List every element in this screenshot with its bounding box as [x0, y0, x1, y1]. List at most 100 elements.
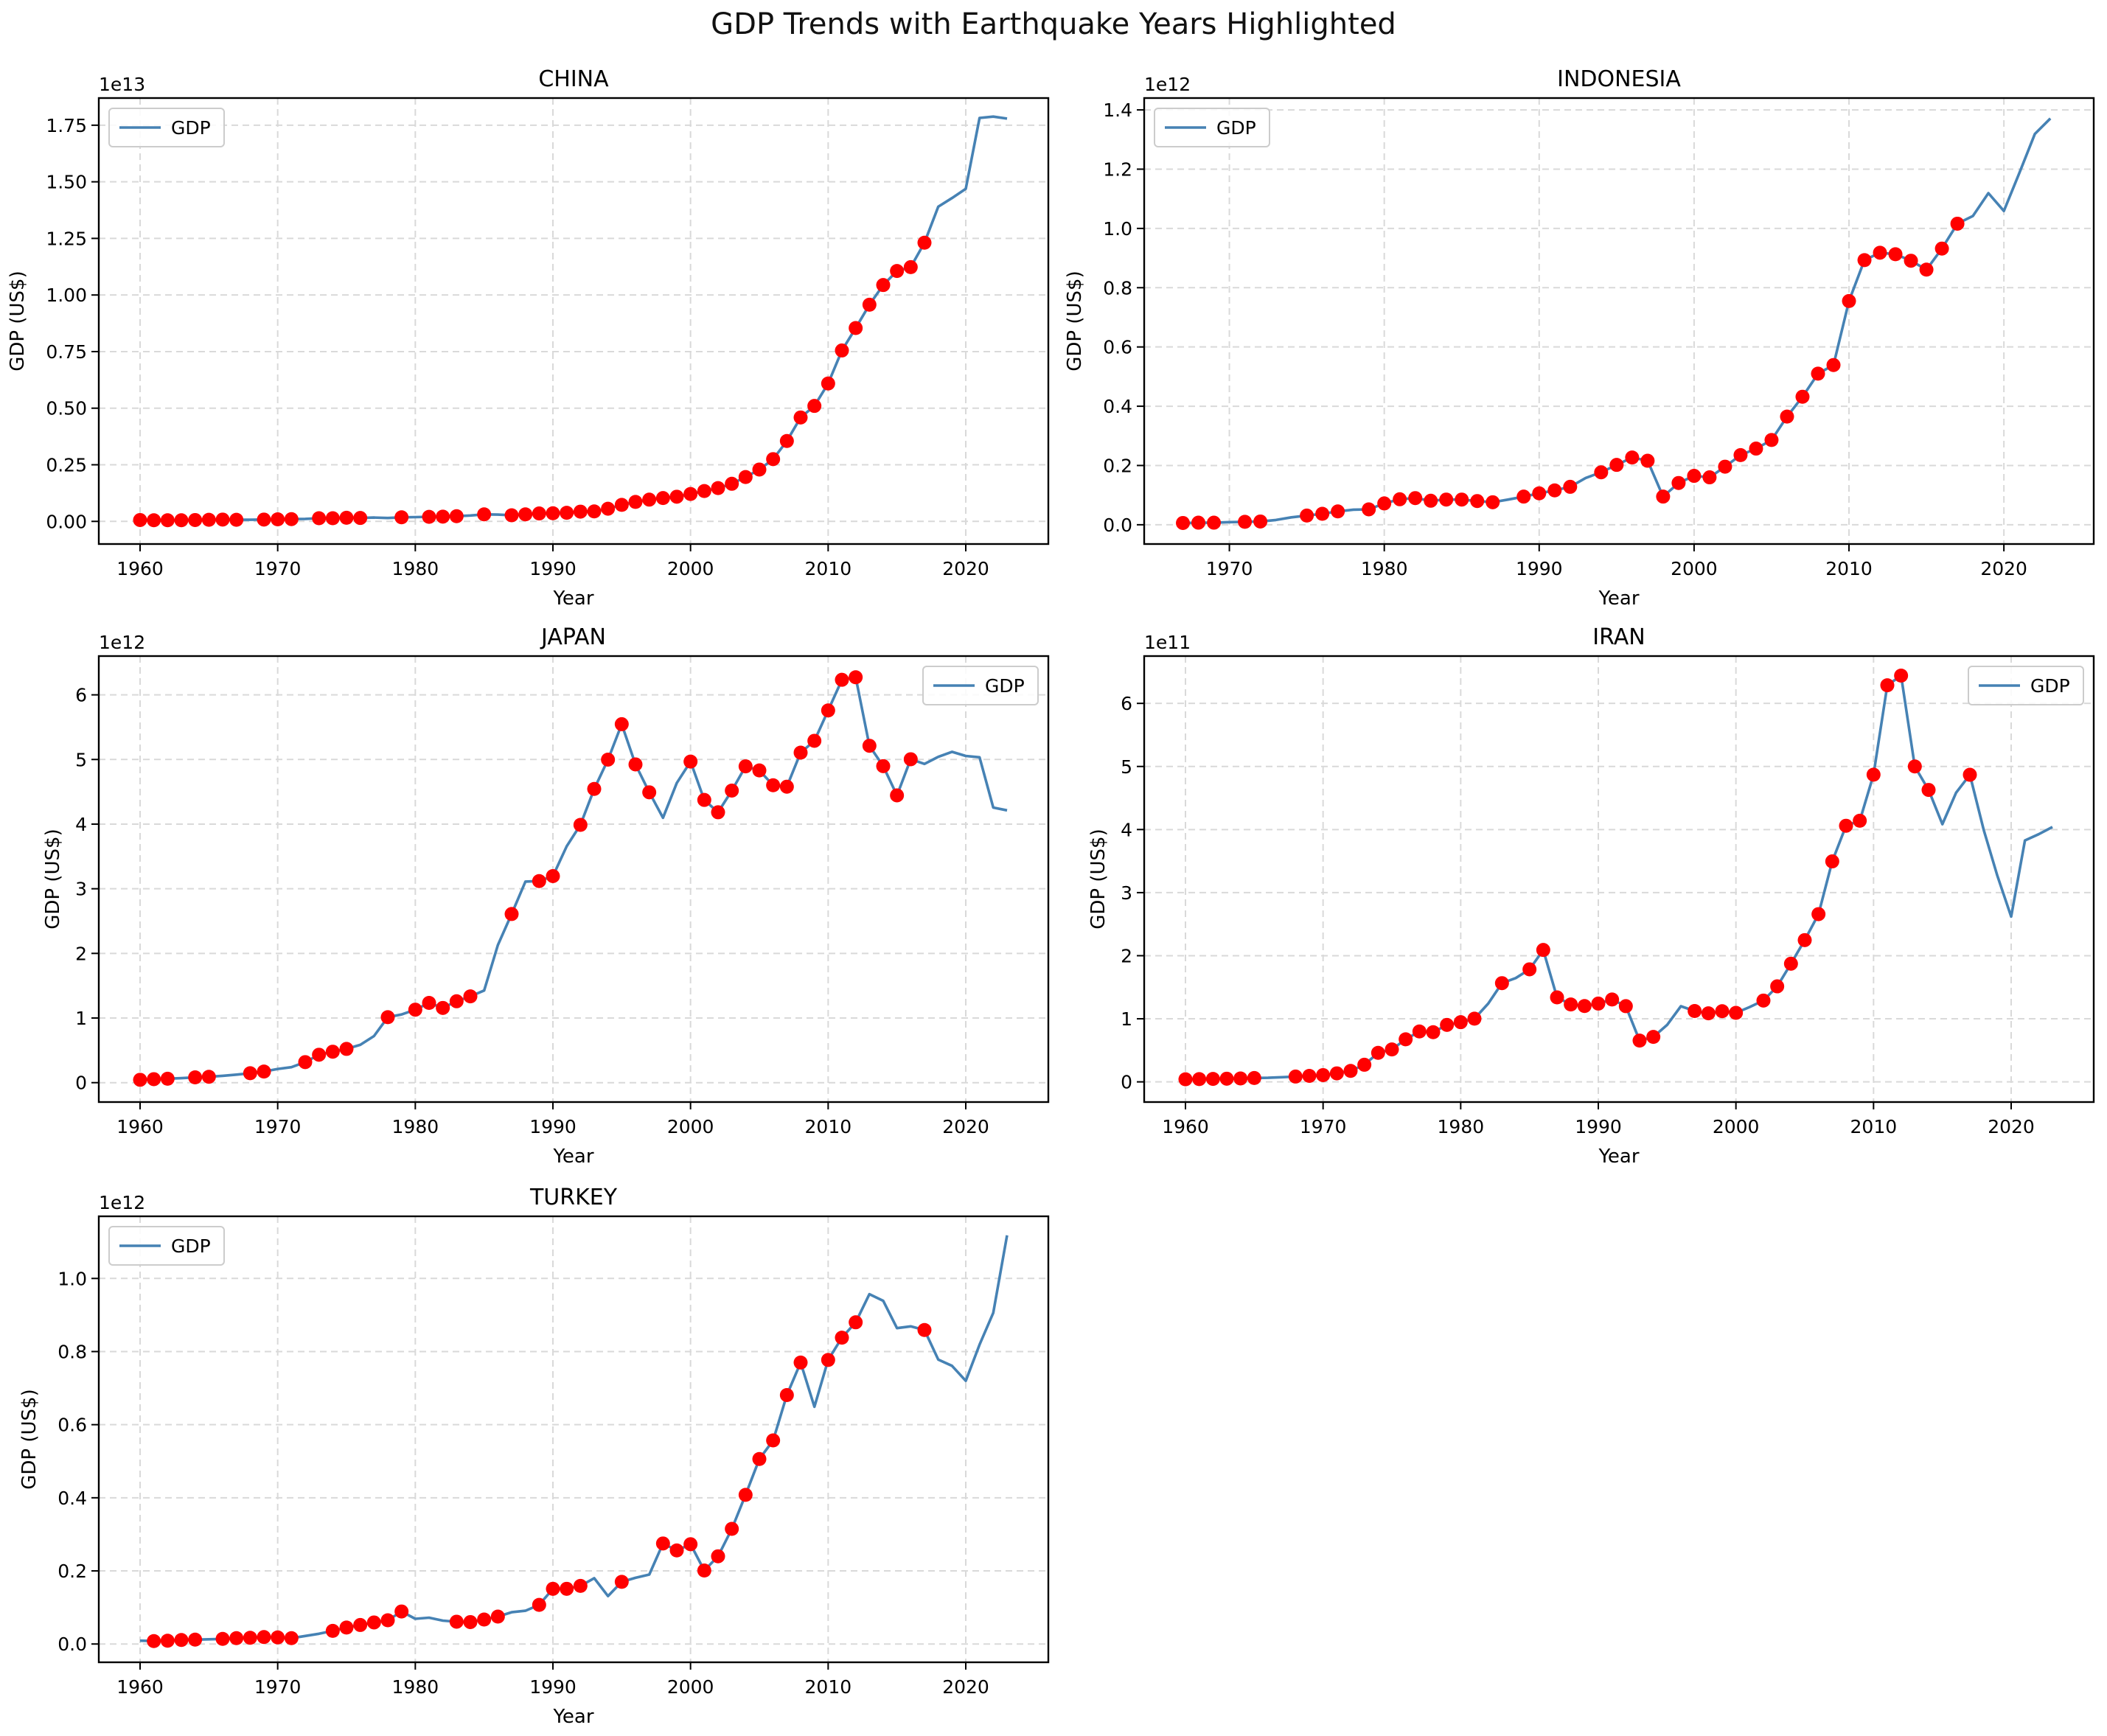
earthquake-marker [1842, 293, 1856, 308]
axes-frame [97, 1215, 1050, 1664]
earthquake-marker [1811, 907, 1826, 921]
earthquake-marker [1701, 1006, 1716, 1021]
x-tick-label: 1960 [116, 1116, 164, 1137]
x-tick-label: 1980 [392, 1116, 439, 1137]
earthquake-marker [614, 1575, 629, 1589]
earthquake-marker [1749, 442, 1763, 456]
axis-offset-label: 1e13 [99, 74, 145, 95]
earthquake-marker [876, 278, 891, 293]
earthquake-marker [655, 1536, 670, 1551]
earthquake-marker [1853, 813, 1867, 828]
earthquake-marker [1688, 1004, 1702, 1019]
earthquake-marker [532, 1597, 546, 1612]
earthquake-marker [821, 376, 835, 391]
subplot-title: CHINA [538, 66, 609, 92]
axes-frame [1143, 97, 2095, 545]
earthquake-marker [1718, 459, 1732, 474]
y-tick-label: 6 [75, 685, 87, 706]
earthquake-marker [1780, 409, 1794, 424]
earthquake-marker [1934, 241, 1949, 256]
y-tick-label: 0.8 [1103, 277, 1132, 299]
earthquake-marker [229, 512, 244, 527]
earthquake-marker [1577, 999, 1592, 1014]
earthquake-marker [147, 1634, 161, 1648]
legend-box [922, 666, 1039, 705]
earthquake-marker [669, 1543, 684, 1558]
earthquake-marker [711, 481, 725, 495]
earthquake-marker [1770, 979, 1785, 994]
earthquake-marker [1625, 450, 1640, 465]
earthquake-marker [257, 1630, 271, 1645]
earthquake-marker [683, 1537, 698, 1552]
earthquake-marker [835, 343, 849, 358]
y-tick-label: 0 [1121, 1072, 1132, 1093]
y-tick-label: 4 [75, 814, 87, 835]
earthquake-marker [1563, 479, 1578, 494]
earthquake-marker [284, 512, 299, 526]
earthquake-marker [160, 513, 175, 528]
earthquake-marker [1564, 997, 1578, 1012]
earthquake-marker [807, 733, 822, 748]
x-tick-label: 2020 [1980, 558, 2027, 579]
earthquake-marker [725, 783, 739, 798]
earthquake-marker [201, 1070, 216, 1084]
earthquake-marker [449, 1614, 464, 1629]
x-tick-label: 1990 [529, 1116, 577, 1137]
axes-frame [1143, 655, 2095, 1104]
y-tick-label: 3 [75, 879, 87, 900]
earthquake-marker [1894, 669, 1909, 683]
x-tick-label: 1970 [1300, 1116, 1347, 1137]
earthquake-marker [849, 1315, 863, 1330]
x-tick-label: 2020 [1988, 1116, 2035, 1137]
earthquake-marker [1733, 447, 1748, 462]
x-tick-label: 1980 [1361, 558, 1408, 579]
y-tick-label: 6 [1121, 693, 1132, 714]
y-axis-label: GDP (US$) [18, 1389, 41, 1489]
y-tick-label: 0.0 [58, 1634, 87, 1655]
earthquake-marker [614, 498, 629, 512]
earthquake-marker [215, 512, 230, 527]
y-tick-label: 2 [75, 943, 87, 964]
earthquake-marker [560, 506, 574, 520]
earthquake-marker [1399, 1032, 1413, 1047]
earthquake-marker [1547, 483, 1562, 498]
earthquake-marker [560, 1581, 574, 1596]
earthquake-marker [1486, 495, 1500, 509]
x-axis-label: Year [1598, 1146, 1639, 1168]
x-tick-label: 2010 [805, 1676, 852, 1698]
earthquake-marker [1715, 1004, 1730, 1019]
axes-frame [97, 655, 1050, 1104]
earthquake-marker [160, 1634, 175, 1648]
earthquake-marker [1795, 389, 1810, 404]
earthquake-marker [1315, 506, 1330, 521]
earthquake-marker [298, 1055, 313, 1070]
earthquake-marker [408, 1003, 422, 1017]
earthquake-marker [188, 512, 203, 527]
legend-label: GDP [985, 675, 1025, 697]
subplot-title: INDONESIA [1557, 66, 1681, 92]
y-tick-label: 0.75 [46, 341, 87, 363]
earthquake-marker [147, 1072, 161, 1087]
legend-box [1154, 108, 1270, 147]
earthquake-marker [380, 1613, 395, 1628]
earthquake-marker [890, 264, 905, 279]
earthquake-marker [1426, 1025, 1441, 1039]
axis-offset-label: 1e12 [1144, 74, 1191, 95]
earthquake-marker [628, 495, 643, 509]
earthquake-marker [1331, 504, 1345, 519]
subplot-turkey: 1960 1970 1980 1990 2000 2010 2020 0.0 0.2 0.4 0.6… [18, 1185, 1050, 1728]
earthquake-marker [1866, 767, 1881, 782]
x-tick-label: 2000 [667, 1116, 714, 1137]
y-axis-label: GDP (US$) [1087, 829, 1110, 929]
y-tick-label: 1 [75, 1008, 87, 1029]
x-tick-label: 1990 [1575, 1116, 1622, 1137]
x-axis-label: Year [1598, 588, 1639, 610]
legend: GDP [1154, 108, 1270, 147]
earthquake-marker [1453, 1015, 1468, 1030]
earthquake-marker [1963, 767, 1977, 782]
earthquake-marker [835, 672, 849, 687]
earthquake-marker [366, 1615, 381, 1630]
earthquake-marker [807, 399, 822, 414]
legend-label: GDP [2030, 675, 2070, 697]
